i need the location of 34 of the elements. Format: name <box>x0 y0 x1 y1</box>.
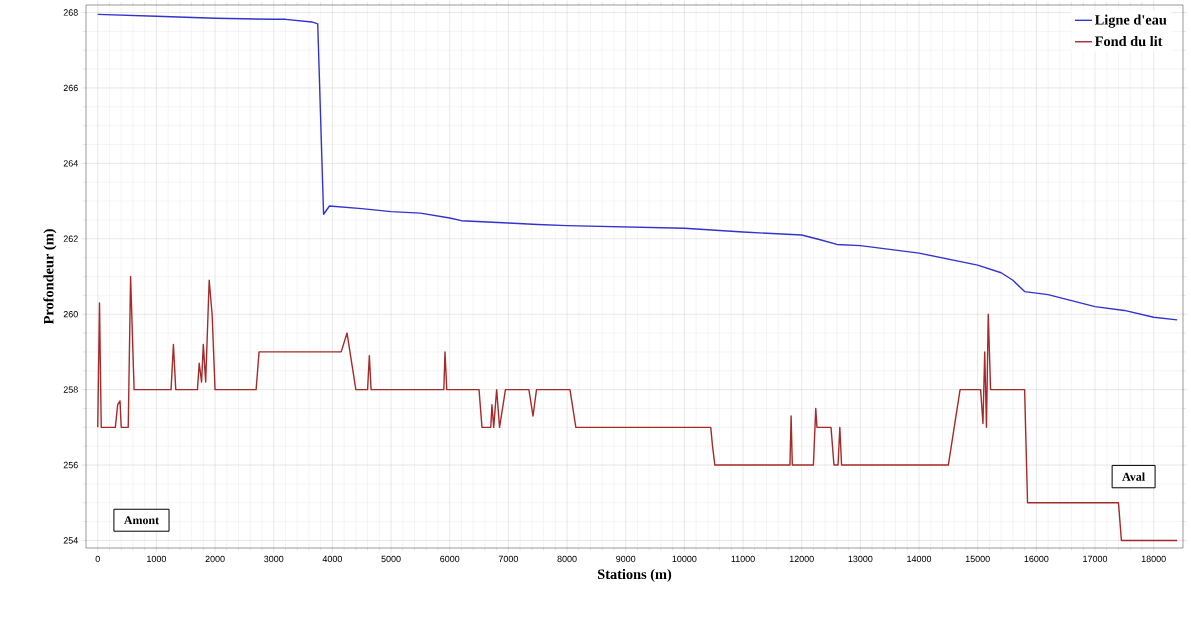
x-tick-label: 15000 <box>965 555 990 563</box>
y-tick-label: 260 <box>63 311 78 318</box>
y-axis-title: Profondeur (m) <box>43 229 57 325</box>
x-tick-label: 9000 <box>616 555 636 563</box>
y-tick-label: 258 <box>63 386 78 393</box>
x-tick-label: 14000 <box>907 555 932 563</box>
x-tick-label: 13000 <box>848 555 873 563</box>
x-tick-label: 3000 <box>264 555 284 563</box>
x-tick-label: 2000 <box>205 555 225 563</box>
x-tick-label: 4000 <box>322 555 343 563</box>
x-tick-label: 6000 <box>440 555 460 563</box>
annotation: Aval <box>1122 472 1145 481</box>
x-tick-label: 7000 <box>498 555 518 563</box>
x-tick-label: 8000 <box>557 555 577 563</box>
y-tick-label: 268 <box>63 9 78 16</box>
legend-label: Fond du lit <box>1094 36 1163 47</box>
y-tick-label: 266 <box>63 84 78 92</box>
y-tick-label: 256 <box>63 461 78 469</box>
x-tick-label: 10000 <box>672 555 697 563</box>
x-tick-label: 16000 <box>1024 555 1049 563</box>
annotation: Amont <box>123 516 160 525</box>
y-tick-label: 254 <box>63 537 78 544</box>
x-axis-title: Stations (m) <box>598 568 672 582</box>
y-tick-label: 264 <box>63 160 78 167</box>
x-tick-label: 1000 <box>147 555 167 563</box>
x-tick-label: 17000 <box>1083 555 1108 563</box>
x-tick-label: 11000 <box>731 555 755 563</box>
x-tick-label: 5000 <box>381 555 401 563</box>
x-tick-label: 18000 <box>1141 555 1166 563</box>
line-series <box>97 13 1178 321</box>
x-tick-label: 0 <box>95 555 100 563</box>
x-tick-label: 12000 <box>789 555 814 563</box>
legend-label: Ligne d'eau <box>1094 14 1167 28</box>
y-tick-label: 262 <box>63 235 78 242</box>
